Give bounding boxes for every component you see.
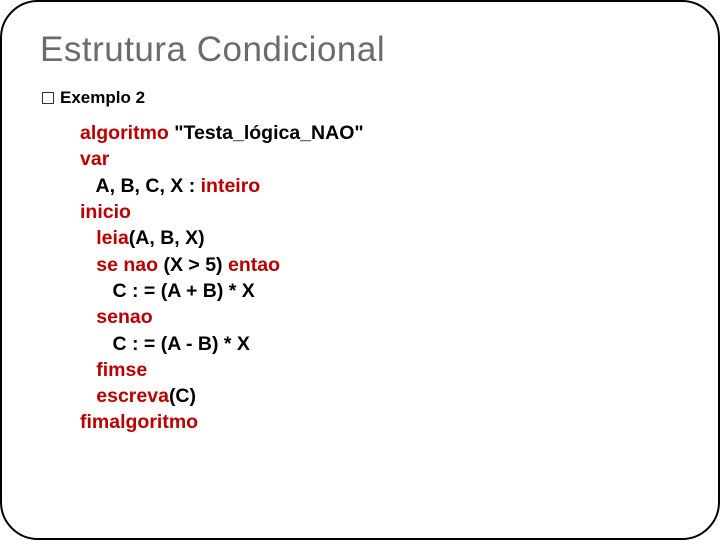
code-text: C : = (A + B) * X [80, 280, 255, 302]
code-line: C : = (A - B) * X [80, 331, 680, 357]
code-block: algoritmo "Testa_lógica_NAO" var A, B, C… [80, 120, 680, 436]
keyword: entao [228, 254, 280, 276]
keyword: se [96, 254, 118, 276]
code-text: (X > 5) [158, 254, 228, 276]
code-line: algoritmo "Testa_lógica_NAO" [80, 120, 680, 146]
code-line: leia(A, B, X) [80, 225, 680, 251]
code-text [80, 385, 96, 407]
code-line: inicio [80, 199, 680, 225]
keyword: escreva [96, 385, 169, 407]
code-text: "Testa_lógica_NAO" [169, 122, 364, 144]
code-line: fimalgoritmo [80, 409, 680, 435]
code-text [80, 306, 96, 328]
code-line: var [80, 146, 680, 172]
code-text: (C) [169, 385, 196, 407]
code-text [80, 254, 96, 276]
bullet-icon [42, 92, 54, 104]
subtitle-text: Exemplo 2 [60, 88, 145, 108]
code-text [80, 359, 96, 381]
subtitle-row: Exemplo 2 [42, 88, 680, 108]
keyword: inteiro [201, 175, 261, 197]
keyword: algoritmo [80, 122, 169, 144]
keyword: leia [96, 227, 129, 249]
keyword: var [80, 148, 109, 170]
keyword: inicio [80, 201, 131, 223]
code-line: se nao (X > 5) entao [80, 252, 680, 278]
keyword: fimalgoritmo [80, 411, 198, 433]
code-text: C : = (A - B) * X [80, 333, 250, 355]
code-text [80, 227, 96, 249]
code-line: fimse [80, 357, 680, 383]
slide-container: Estrutura Condicional Exemplo 2 algoritm… [0, 0, 720, 540]
keyword: fimse [96, 359, 147, 381]
code-text: A, B, C, X : [80, 175, 201, 197]
code-line: escreva(C) [80, 383, 680, 409]
code-line: senao [80, 304, 680, 330]
code-line: A, B, C, X : inteiro [80, 173, 680, 199]
keyword: senao [96, 306, 152, 328]
code-line: C : = (A + B) * X [80, 278, 680, 304]
code-text: (A, B, X) [129, 227, 205, 249]
keyword: nao [123, 254, 158, 276]
page-title: Estrutura Condicional [40, 30, 680, 70]
